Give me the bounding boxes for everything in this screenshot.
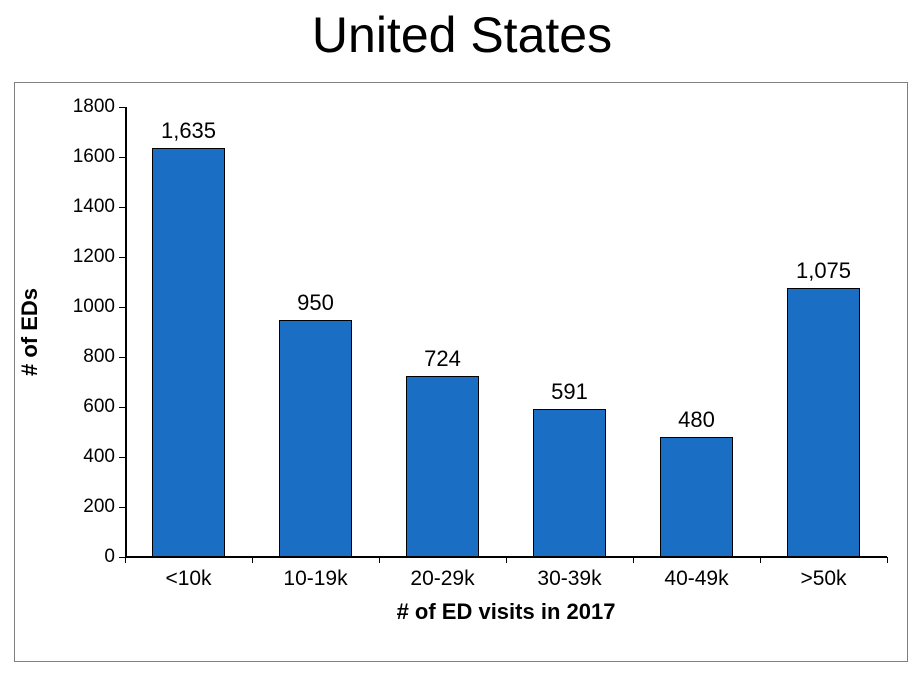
- y-tick-label: 1400: [55, 196, 115, 218]
- x-tick-label: 20-29k: [410, 567, 474, 591]
- chart-title: United States: [0, 0, 924, 66]
- y-axis-label: # of EDs: [17, 288, 43, 376]
- y-tick-mark: [119, 257, 125, 258]
- y-tick-mark: [119, 307, 125, 308]
- y-tick-mark: [119, 407, 125, 408]
- bar-value-label: 950: [297, 290, 334, 316]
- x-tick-mark: [379, 557, 380, 563]
- bar-value-label: 724: [424, 346, 461, 372]
- y-tick-mark: [119, 207, 125, 208]
- bar-value-label: 1,635: [161, 118, 216, 144]
- y-tick-label: 800: [55, 346, 115, 368]
- x-tick-mark: [887, 557, 888, 563]
- bar: [152, 148, 226, 557]
- y-tick-label: 1800: [55, 96, 115, 118]
- x-axis-label: # of ED visits in 2017: [397, 599, 616, 625]
- bar: [787, 288, 861, 557]
- y-tick-label: 1000: [55, 296, 115, 318]
- bar-value-label: 1,075: [796, 258, 851, 284]
- bar-value-label: 591: [551, 379, 588, 405]
- x-tick-mark: [252, 557, 253, 563]
- x-tick-label: >50k: [800, 567, 846, 591]
- y-tick-mark: [119, 457, 125, 458]
- bar: [406, 376, 480, 557]
- y-axis-line: [125, 107, 127, 557]
- x-tick-mark: [506, 557, 507, 563]
- chart-frame: 1,635 950 724 591 480 1,075 0 200 400 600 800 1000…: [14, 82, 908, 662]
- plot-area: 1,635 950 724 591 480 1,075: [125, 107, 887, 557]
- y-tick-label: 400: [55, 446, 115, 468]
- x-tick-mark: [633, 557, 634, 563]
- y-tick-label: 0: [55, 546, 115, 568]
- bar: [660, 437, 734, 557]
- y-tick-label: 1200: [55, 246, 115, 268]
- x-tick-label: 30-39k: [537, 567, 601, 591]
- x-tick-label: <10k: [165, 567, 211, 591]
- y-tick-mark: [119, 357, 125, 358]
- y-tick-mark: [119, 507, 125, 508]
- bar-value-label: 480: [678, 407, 715, 433]
- x-tick-label: 40-49k: [664, 567, 728, 591]
- y-tick-label: 600: [55, 396, 115, 418]
- y-tick-mark: [119, 157, 125, 158]
- x-tick-label: 10-19k: [283, 567, 347, 591]
- chart-container: United States 1,635 950 724 591 480 1,075 0 20…: [0, 0, 924, 682]
- bar: [533, 409, 607, 557]
- x-tick-mark: [125, 557, 126, 563]
- y-tick-label: 200: [55, 496, 115, 518]
- bar: [279, 320, 353, 558]
- y-tick-label: 1600: [55, 146, 115, 168]
- y-tick-mark: [119, 107, 125, 108]
- x-tick-mark: [760, 557, 761, 563]
